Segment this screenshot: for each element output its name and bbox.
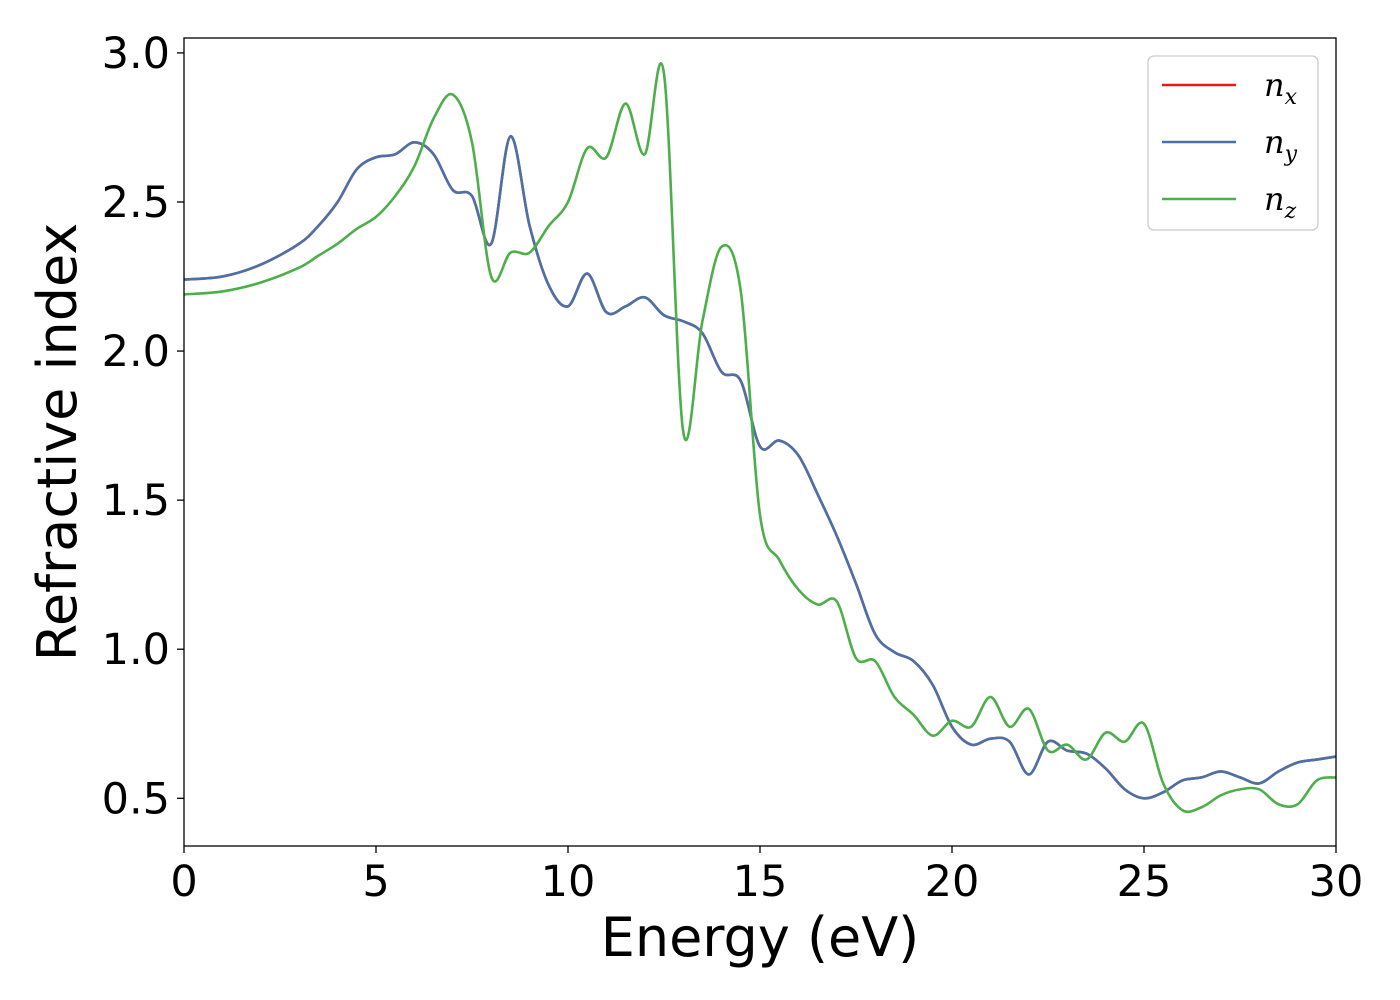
- x-tick-label: 25: [1117, 857, 1172, 907]
- x-tick-label: 10: [541, 857, 596, 907]
- series-line-n-z: [184, 62, 1336, 814]
- x-tick-label: 0: [170, 857, 197, 907]
- y-tick-label: 2.0: [102, 327, 170, 377]
- series-layer: [184, 62, 1336, 814]
- x-tick-label: 5: [362, 857, 389, 907]
- legend-label-x: nx: [1264, 66, 1298, 110]
- legend-label-y: ny: [1264, 123, 1298, 167]
- series-line-n-y: [184, 135, 1336, 800]
- y-tick-label: 1.0: [102, 625, 170, 675]
- y-tick-label: 2.5: [102, 178, 170, 228]
- legend-label-z: nz: [1264, 180, 1297, 224]
- y-tick-label: 1.5: [102, 476, 170, 526]
- legend: nx ny nz: [1147, 55, 1319, 231]
- x-tick-label: 30: [1309, 857, 1364, 907]
- x-tick-label: 15: [733, 857, 788, 907]
- x-axis-label: Energy (eV): [601, 906, 920, 969]
- y-axis-ticks: 0.5 1.0 1.5 2.0 2.5 3.0: [102, 29, 184, 824]
- x-tick-label: 20: [925, 857, 980, 907]
- x-axis-ticks: 0 5 10 15 20 25 30: [170, 846, 1363, 907]
- y-tick-label: 3.0: [102, 29, 170, 79]
- y-tick-label: 0.5: [102, 774, 170, 824]
- legend-entries: nx ny nz: [1162, 66, 1298, 224]
- y-axis-label: Refractive index: [26, 223, 89, 662]
